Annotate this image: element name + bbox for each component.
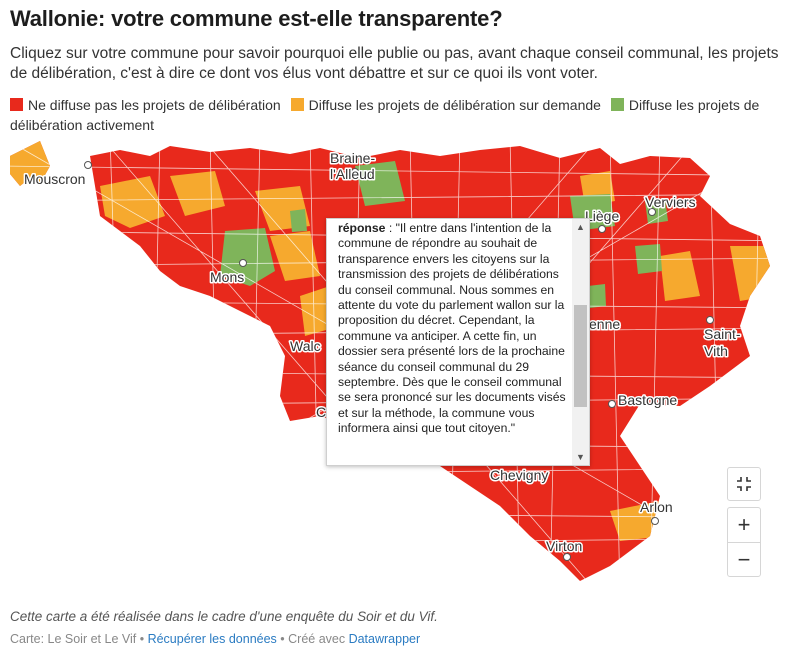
fullscreen-button[interactable] bbox=[727, 467, 761, 501]
city-label-mons: Mons bbox=[210, 269, 244, 285]
legend-item-red: Ne diffuse pas les projets de délibérati… bbox=[10, 97, 281, 113]
tooltip-response-text: : "Il entre dans l'intention de la commu… bbox=[338, 221, 566, 436]
city-label-braine-line2: l'Alleud bbox=[330, 166, 375, 182]
chart-subtitle: Cliquez sur votre commune pour savoir po… bbox=[10, 45, 779, 82]
city-label-verviers: Verviers bbox=[645, 194, 696, 210]
tooltip-content: réponse : "Il entre dans l'intention de … bbox=[338, 221, 570, 437]
tooltip-scrollbar[interactable]: ▲ ▼ bbox=[572, 219, 589, 465]
city-dot bbox=[706, 316, 714, 324]
datawrapper-link[interactable]: Datawrapper bbox=[348, 632, 421, 646]
scroll-up-icon[interactable]: ▲ bbox=[576, 222, 585, 232]
city-dot bbox=[351, 168, 359, 176]
legend-swatch bbox=[290, 98, 304, 111]
chart-title: Wallonie: votre commune est-elle transpa… bbox=[10, 6, 503, 31]
city-label-hidden: C bbox=[316, 404, 326, 420]
legend-swatch bbox=[10, 98, 23, 111]
city-dot bbox=[651, 517, 659, 525]
city-dot bbox=[84, 161, 92, 169]
get-data-link[interactable]: Récupérer les données bbox=[147, 632, 277, 646]
city-dot bbox=[608, 400, 616, 408]
green-communes[interactable] bbox=[220, 161, 668, 308]
tooltip-field-label: réponse bbox=[338, 221, 386, 235]
legend-item-orange: Diffuse les projets de délibération sur … bbox=[290, 97, 601, 113]
zoom-divider bbox=[728, 542, 760, 543]
city-label-saint-vith-line1: Saint- bbox=[704, 326, 741, 342]
city-markers: Mouscron Braine- l'Alleud Liège Verviers… bbox=[23, 149, 742, 561]
source-text: Carte: Le Soir et Le Vif bbox=[10, 632, 137, 646]
city-dot bbox=[563, 553, 571, 561]
zoom-out-button[interactable]: − bbox=[737, 547, 751, 572]
city-label-virton: Virton bbox=[546, 538, 582, 554]
city-label-arlon: Arlon bbox=[640, 499, 673, 515]
scroll-down-icon[interactable]: ▼ bbox=[576, 452, 585, 462]
city-label-liege: Liège bbox=[585, 208, 619, 224]
legend-item-green: Diffuse les projets de délibération acti… bbox=[10, 97, 760, 133]
legend: Ne diffuse pas les projets de délibérati… bbox=[10, 95, 785, 135]
chart-note: Cette carte a été réalisée dans le cadre… bbox=[10, 609, 438, 624]
zoom-controls: + − bbox=[727, 507, 761, 577]
fullscreen-exit-icon bbox=[737, 477, 751, 491]
city-dot bbox=[239, 259, 247, 267]
scrollbar-thumb[interactable] bbox=[574, 305, 587, 407]
city-label-mouscron: Mouscron bbox=[24, 171, 85, 187]
city-label-braine-line1: Braine- bbox=[330, 150, 375, 166]
commune-tooltip[interactable]: réponse : "Il entre dans l'intention de … bbox=[326, 218, 590, 466]
city-label-marche: enne bbox=[589, 316, 620, 332]
city-label-saint-vith-line2: Vith bbox=[704, 343, 728, 359]
zoom-in-button[interactable]: + bbox=[737, 512, 751, 537]
legend-swatch bbox=[610, 98, 624, 111]
city-label-walcourt: Walc bbox=[290, 338, 321, 354]
chart-footer: Carte: Le Soir et Le Vif • Récupérer les… bbox=[10, 632, 421, 646]
city-dot bbox=[598, 225, 606, 233]
city-label-chevigny: Chevigny bbox=[490, 467, 548, 483]
city-label-bastogne: Bastogne bbox=[618, 392, 677, 408]
city-dot bbox=[648, 208, 656, 216]
